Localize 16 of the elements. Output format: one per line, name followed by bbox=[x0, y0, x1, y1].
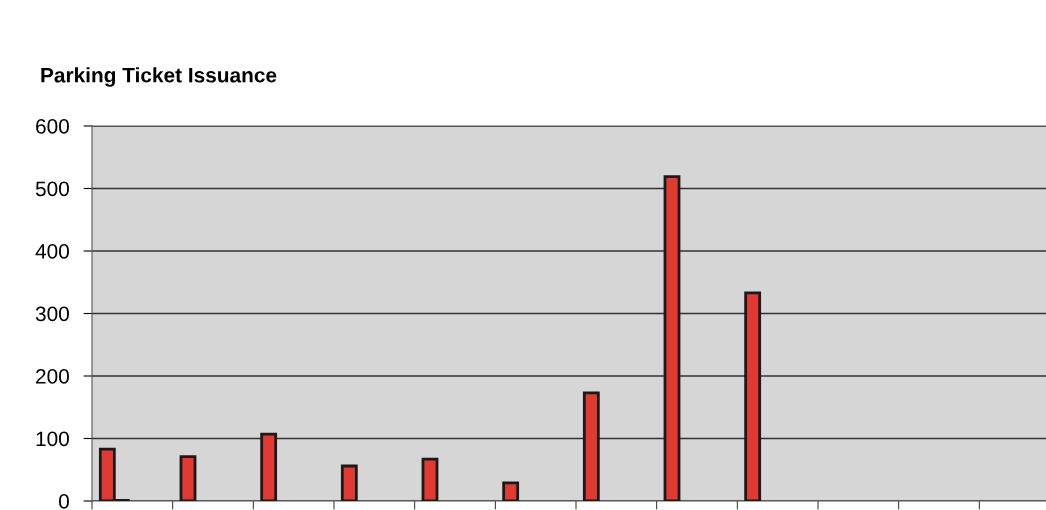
chart-title: Parking Ticket Issuance bbox=[41, 67, 277, 87]
y-tick-label: 500 bbox=[35, 181, 69, 197]
bar bbox=[179, 455, 197, 501]
y-tick-label: 400 bbox=[35, 244, 69, 259]
bar bbox=[421, 457, 439, 501]
bar bbox=[582, 391, 600, 501]
bar bbox=[260, 432, 278, 501]
bar bbox=[502, 481, 520, 501]
bar bbox=[340, 464, 358, 501]
y-tick-label: 600 bbox=[36, 119, 69, 134]
y-tick-label: 200 bbox=[36, 369, 69, 384]
y-tick-label: 300 bbox=[35, 306, 69, 322]
y-tick-label: 0 bbox=[59, 494, 69, 509]
bar bbox=[744, 291, 762, 501]
y-tick-label: 100 bbox=[36, 431, 69, 447]
bar bbox=[663, 175, 681, 501]
